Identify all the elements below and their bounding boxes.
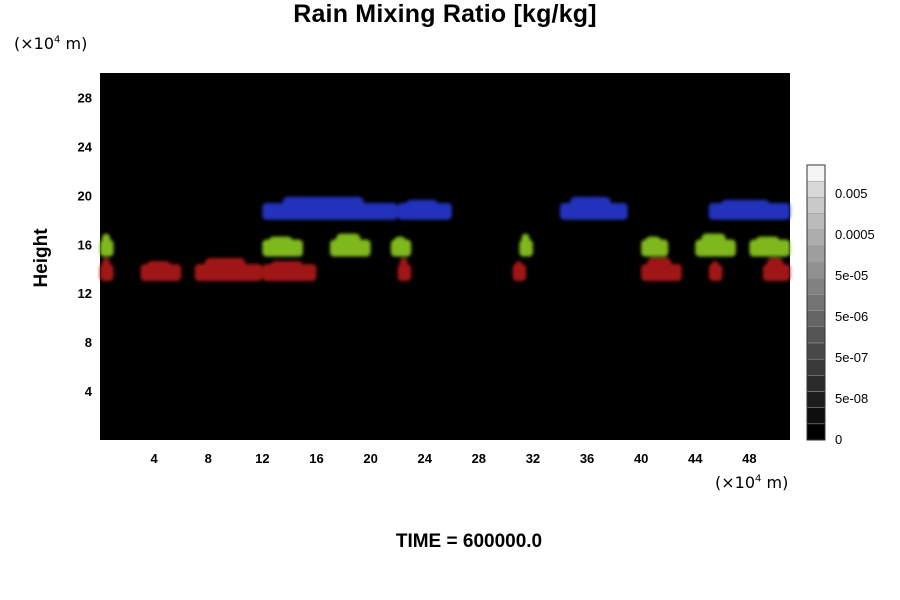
region-2-blob-1-top: [146, 261, 172, 277]
x-tick-label: 40: [634, 451, 648, 466]
region-1-blob-2-top: [336, 233, 361, 249]
region-1-blob-4-top: [521, 233, 530, 249]
region-1-blob-0-top: [102, 233, 111, 249]
y-tick-label: 20: [78, 188, 92, 203]
x-axis-ticks: 4 8 12 16 20 24 28 32 36 40 44 48: [151, 451, 757, 466]
region-1-blob-6-top: [701, 233, 726, 249]
plot-area: [100, 73, 790, 440]
region-1-blob-1-top: [268, 236, 293, 252]
colorbar-segment: [806, 164, 826, 182]
colorbar-segment: [806, 423, 826, 441]
colorbar-segment: [806, 375, 826, 392]
colorbar-segment: [806, 213, 826, 230]
colorbar-segment: [806, 310, 826, 328]
colorbar-label: 5e-05: [835, 268, 868, 283]
colorbar-segment: [806, 407, 826, 425]
region-2-blob-3-top: [270, 261, 303, 277]
y-axis-ticks: 4 8 12 16 20 24 28: [78, 90, 93, 399]
colorbar-frame: [806, 164, 826, 441]
x-tick-label: 36: [580, 451, 594, 466]
region-2-blob-8-top: [767, 258, 784, 274]
y-tick-label: 16: [78, 237, 92, 252]
colorbar-label: 5e-07: [835, 350, 868, 365]
colorbar-segment: [806, 294, 826, 311]
y-tick-label: 24: [78, 139, 93, 154]
colorbar-segment: [806, 245, 826, 263]
colorbar: 0 5e-08 5e-07 5e-06 5e-05 0.0005 0.005: [806, 164, 875, 447]
region-0-blob-0-top: [282, 196, 364, 213]
region-2-blob-2-top: [204, 258, 246, 274]
x-tick-label: 4: [151, 451, 159, 466]
time-label: TIME = 600000.0: [395, 531, 543, 552]
colorbar-label: 0.005: [835, 186, 868, 201]
x-tick-label: 20: [363, 451, 377, 466]
colorbar-segment: [806, 261, 826, 279]
colorbar-segment: [806, 197, 826, 214]
colorbar-label: 5e-06: [835, 309, 868, 324]
colorbar-segment: [806, 326, 826, 344]
y-tick-label: 28: [78, 90, 92, 105]
region-1-blob-7-top: [755, 236, 780, 252]
y-tick-label: 12: [78, 286, 92, 301]
region-0-blob-3-top: [721, 199, 770, 216]
x-tick-label: 32: [526, 451, 540, 466]
x-tick-label: 28: [472, 451, 486, 466]
x-tick-label: 12: [255, 451, 269, 466]
region-2-blob-4-top: [399, 258, 408, 274]
region-2-blob-7-top: [710, 261, 719, 277]
data-regions: [100, 196, 790, 281]
x-tick-label: 44: [688, 451, 703, 466]
colorbar-segment: [806, 180, 826, 198]
x-tick-label: 48: [742, 451, 756, 466]
y-axis-unit: (×104 m): [14, 34, 88, 53]
region-2-blob-5-top: [514, 261, 523, 277]
region-2-blob-6-top: [647, 258, 672, 274]
y-tick-label: 4: [85, 384, 93, 399]
chart-title: Rain Mixing Ratio [kg/kg]: [293, 0, 597, 28]
colorbar-segment: [806, 277, 826, 295]
region-0-blob-1-top: [405, 199, 439, 216]
x-tick-label: 24: [417, 451, 432, 466]
colorbar-label: 0.0005: [835, 227, 875, 242]
x-axis-unit: (×104 m): [715, 473, 789, 492]
colorbar-label: 5e-08: [835, 391, 868, 406]
region-0-blob-2-top: [570, 196, 611, 213]
region-1-blob-5-top: [645, 236, 662, 252]
y-tick-label: 8: [85, 335, 92, 350]
region-1-blob-3-top: [393, 236, 407, 252]
x-tick-label: 8: [205, 451, 212, 466]
x-tick-label: 16: [309, 451, 323, 466]
colorbar-segment: [806, 229, 826, 247]
colorbar-label: 0: [835, 432, 842, 447]
colorbar-segment: [806, 358, 826, 376]
colorbar-segment: [806, 391, 826, 408]
region-2-blob-0-top: [102, 258, 111, 274]
colorbar-segment: [806, 342, 826, 360]
